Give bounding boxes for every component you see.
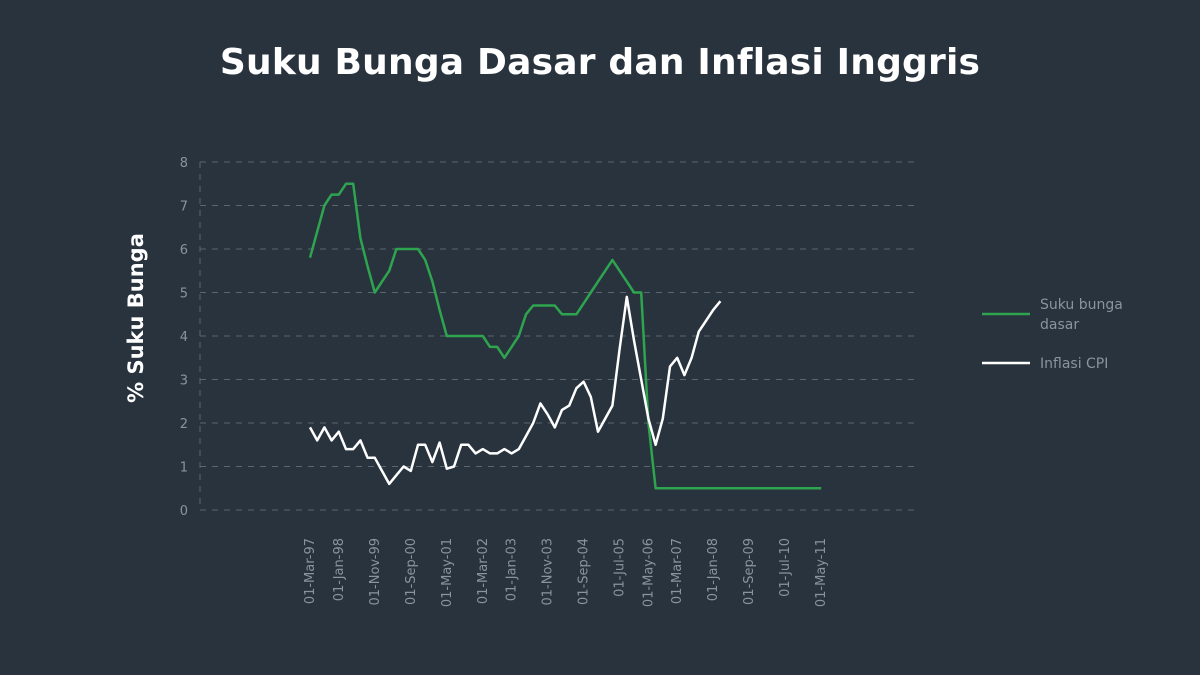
x-tick-label: 01-May-06 [641, 538, 656, 607]
x-axis-ticks: 01-Mar-97 01-Jan-98 01-Nov-99 01-Sep-00 01-M… [303, 538, 829, 607]
x-tick-label: 01-Mar-02 [476, 538, 491, 604]
series-lines [308, 182, 822, 490]
x-tick-label: 01-Jul-10 [778, 538, 793, 597]
y-tick-label: 3 [180, 374, 188, 389]
x-tick-label: 01-Sep-04 [577, 538, 592, 605]
y-tick-label: 8 [180, 156, 188, 171]
grid-lines [199, 161, 920, 511]
legend-label-cpi: Inflasi CPI [1040, 356, 1108, 372]
legend-label-base-rate: Suku bunga [1040, 297, 1123, 313]
x-tick-label: 01-May-11 [814, 538, 829, 607]
x-tick-label: 01-Sep-00 [404, 538, 419, 605]
chart-title: Suku Bunga Dasar dan Inflasi Inggris [219, 42, 981, 83]
x-tick-label: 01-Mar-97 [303, 538, 318, 604]
legend-label-base-rate-cont: dasar [1040, 317, 1079, 333]
y-tick-label: 4 [180, 330, 188, 345]
x-tick-label: 01-Nov-03 [541, 538, 556, 606]
y-tick-label: 6 [180, 243, 188, 258]
x-tick-label: 01-Sep-09 [742, 538, 757, 605]
x-tick-label: 01-Jan-98 [332, 538, 347, 601]
y-tick-label: 7 [180, 200, 188, 215]
y-tick-label: 2 [180, 417, 188, 432]
series-line-cpi [308, 295, 722, 486]
y-tick-label: 1 [180, 461, 188, 476]
x-tick-label: 01-Jan-03 [505, 538, 520, 601]
legend: Suku bunga dasar Inflasi CPI [982, 297, 1123, 372]
y-axis-ticks: 0 1 2 3 4 5 6 7 8 [180, 156, 188, 519]
x-tick-label: 01-Jan-08 [706, 538, 721, 601]
y-tick-label: 5 [180, 287, 188, 302]
y-tick-label: 0 [180, 504, 188, 519]
x-tick-label: 01-Jul-05 [613, 538, 628, 597]
x-tick-label: 01-Nov-99 [368, 538, 383, 606]
y-axis-label: % Suku Bunga [124, 233, 148, 403]
x-tick-label: 01-May-01 [440, 538, 455, 607]
series-line-base-rate [308, 182, 822, 490]
x-tick-label: 01-Mar-07 [670, 538, 685, 604]
